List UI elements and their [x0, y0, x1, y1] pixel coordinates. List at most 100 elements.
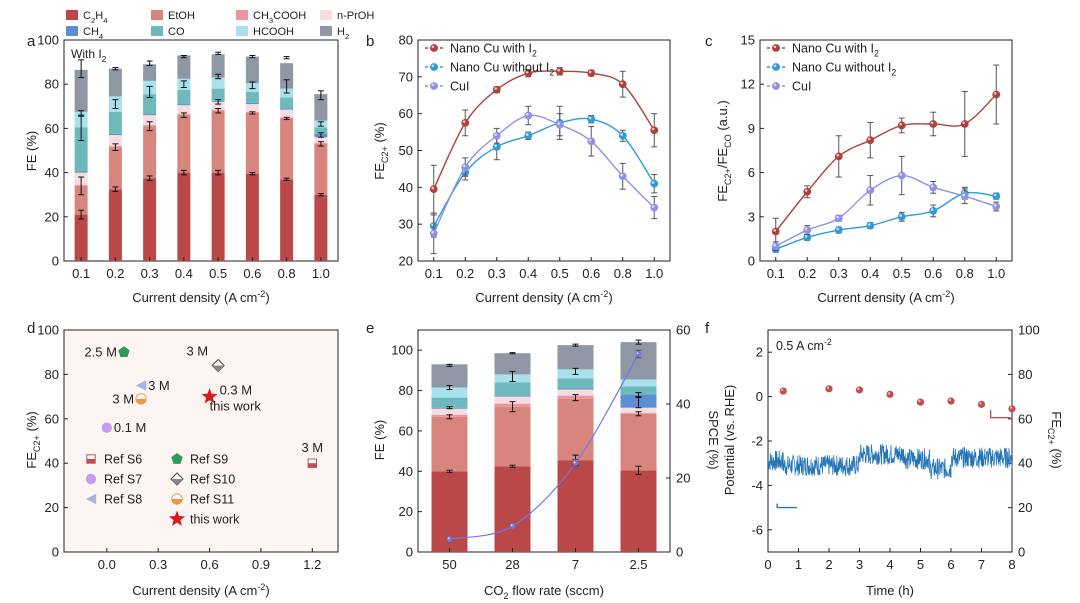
fe-marker-highlight [780, 388, 784, 392]
series-marker-highlight [899, 122, 902, 126]
panel-e-stacked-bar-chart: e 50 28 7 2.5 0 20 40 60 80 100 0 20 40 60 CO2 flow rat… [366, 320, 721, 601]
spce-marker [509, 523, 516, 529]
panel-c-y-tick-label: 15 [741, 33, 755, 48]
a-annotation: With I2 [71, 47, 107, 64]
series-marker [929, 207, 938, 215]
series-marker [524, 131, 533, 140]
f-annotation: 0.5 A cm-2 [776, 337, 832, 353]
bar-segment-H2 [557, 345, 594, 370]
scatter-point-label: 3 M [112, 391, 134, 406]
panel-d-scatter-chart: d 0 20 40 60 80 100 0.0 0.3 0.6 0.9 1.2 3 M 0.1 M 3 M 2… [24, 320, 339, 598]
a-x-tick-label: 0.4 [175, 266, 193, 281]
e-y-tick-label: 40 [399, 464, 413, 479]
bar-segment-HCOOH [431, 387, 468, 398]
f-y2-tick-label: 60 [1018, 411, 1032, 426]
fe-marker-highlight [887, 392, 891, 395]
a-x-tick-label: 0.5 [209, 266, 227, 281]
series-marker [524, 111, 533, 120]
legend-marker [772, 82, 780, 90]
bar-segment-C2H4 [143, 178, 157, 261]
bar-segment-nPrOH [177, 105, 191, 115]
bar-segment-H2 [143, 64, 157, 81]
panel-b-y-tick-label: 70 [399, 69, 413, 84]
series-marker-highlight [867, 223, 871, 226]
fe-marker [779, 387, 787, 395]
series-marker [897, 212, 906, 221]
e-x-tick-label: 50 [442, 557, 456, 572]
legend-label: Ref S11 [190, 493, 234, 507]
series-marker-highlight [494, 144, 497, 147]
legend-marker-triangle [85, 493, 97, 505]
series-marker-highlight [651, 181, 655, 184]
f-y-tick-label: -2 [751, 434, 763, 449]
series-marker [618, 131, 627, 140]
bar-segment-C2H4 [108, 189, 122, 261]
e-y-tick-label: 0 [406, 545, 413, 560]
series-marker [618, 80, 627, 89]
legend-swatch-C2H4 [66, 10, 78, 20]
f-x-tick-label: 7 [978, 557, 985, 572]
legend-swatch-CH4 [66, 26, 78, 36]
a-y-tick-label: 20 [45, 209, 59, 224]
potential-axis-indicator [776, 503, 797, 509]
bar-segment-H2 [314, 94, 328, 121]
scatter-point-square-fill [308, 463, 317, 468]
panel-b-y-tick-label: 60 [399, 106, 413, 121]
f-x-tick-label: 5 [917, 557, 924, 572]
bar-segment-nPrOH [280, 109, 294, 118]
f-y-label: Potential (vs. RHE) [722, 385, 737, 496]
bar-segment-CO [177, 89, 191, 105]
legend-marker [772, 44, 780, 52]
bar-segment-CH4 [143, 114, 157, 116]
panel-b-x-label: Current density (A cm-2) [475, 289, 612, 305]
series-marker [960, 120, 969, 128]
bar-segment-EtOH [280, 118, 294, 180]
bar-segment-H2 [177, 55, 191, 79]
bar-segment-EtOH [557, 398, 594, 461]
a-y-tick-label: 80 [45, 77, 59, 92]
bar-segment-CH4 [108, 133, 122, 136]
bar-segment-EtOH [245, 112, 259, 174]
series-marker [803, 226, 812, 234]
bar-segment-CO [143, 94, 157, 115]
f-x-tick-label: 2 [825, 557, 832, 572]
bar-segment-nPrOH [494, 396, 531, 404]
f-y2-tick-label: 100 [1018, 323, 1040, 338]
e-x-label: CO2 flow rate (sccm) [484, 583, 604, 601]
e-y2-tick-label: 40 [676, 397, 690, 412]
legend-label: Nano Cu without I2 [450, 61, 554, 78]
series-marker-highlight [462, 120, 466, 123]
legend-label: Ref S6 [104, 453, 142, 467]
bar-segment-CH4 [177, 104, 191, 106]
bar-segment-H2 [431, 364, 468, 388]
fe-axis-indicator [989, 410, 1011, 419]
bar-segment-nPrOH [314, 137, 328, 143]
e-y2-label: SPCE (%) [706, 410, 721, 469]
spce-line [449, 353, 640, 540]
series-marker [429, 185, 438, 194]
e-y-tick-label: 80 [399, 383, 413, 398]
bar-segment-nPrOH [557, 389, 594, 396]
legend-marker-highlight [773, 83, 777, 87]
spce-marker-highlight [510, 524, 513, 527]
bar-segment-CH4 [494, 395, 531, 397]
bar-segment-C2H4 [494, 466, 531, 552]
series-marker-highlight [930, 208, 934, 212]
axes-frame [759, 39, 1013, 262]
series-marker-highlight [494, 87, 497, 90]
series-marker-highlight [836, 153, 839, 157]
series-marker-highlight [588, 138, 592, 142]
series-marker [461, 118, 470, 127]
f-x-tick-label: 4 [886, 557, 893, 572]
series-marker-highlight [804, 227, 808, 231]
fe-marker-highlight [918, 399, 921, 403]
bar-segment-C2H4 [280, 179, 294, 261]
legend-label: CuI [450, 80, 469, 94]
series-marker-highlight [557, 68, 560, 72]
a-y-tick-label: 40 [45, 165, 59, 180]
bar-segment-nPrOH [245, 104, 259, 112]
legend-marker [430, 63, 438, 71]
bar-segment-H2 [74, 69, 88, 112]
series-marker [992, 192, 1001, 201]
